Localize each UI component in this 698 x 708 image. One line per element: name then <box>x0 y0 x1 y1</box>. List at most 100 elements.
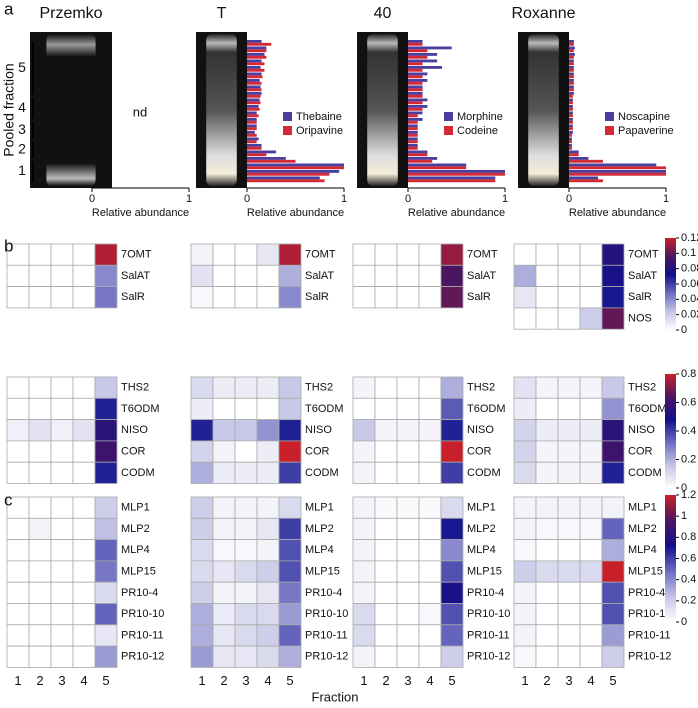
heatmap-cell <box>234 264 258 287</box>
heatmap-cell <box>513 419 537 442</box>
bar <box>408 114 418 118</box>
bar <box>569 107 573 111</box>
heatmap-cell <box>72 419 96 442</box>
column-label: 4 <box>426 673 433 688</box>
row-label: SalR <box>467 291 491 303</box>
row-label: MLP2 <box>628 523 657 535</box>
row-label: MLP15 <box>467 565 502 577</box>
bar <box>569 88 574 92</box>
legend-swatch <box>444 112 453 121</box>
heatmap-cell <box>557 440 581 463</box>
bar <box>408 55 428 59</box>
heatmap-cell <box>374 624 398 647</box>
heatmap-cell <box>418 517 442 540</box>
row-label: MLP4 <box>121 544 150 556</box>
bar <box>569 146 572 150</box>
heatmap-cell <box>557 496 581 519</box>
row-label: MLP4 <box>467 544 496 556</box>
row-label: MLP4 <box>305 544 334 556</box>
heatmap-cell <box>50 517 74 540</box>
colorbar <box>665 238 676 330</box>
heatmap-cell <box>72 461 96 484</box>
bar <box>408 170 505 173</box>
heatmap-cell <box>190 560 214 583</box>
row-label: MLP2 <box>121 523 150 535</box>
heatmap-cell <box>352 581 376 604</box>
chart-title: Roxanne <box>511 5 575 22</box>
heatmap-cell <box>374 264 398 287</box>
heatmap-cell <box>374 376 398 399</box>
heatmap-cell <box>50 624 74 647</box>
colorbar-tick-label: 0.8 <box>681 531 696 543</box>
bar <box>569 127 573 131</box>
heatmap-cell <box>352 517 376 540</box>
heatmap-cell <box>28 461 52 484</box>
row-label: SalAT <box>467 270 496 282</box>
heatmap-cell <box>352 286 376 309</box>
heatmap-cell <box>557 624 581 647</box>
heatmap-cell <box>212 440 236 463</box>
heatmap-cell <box>396 517 420 540</box>
bar <box>569 153 579 157</box>
heatmap-cell <box>535 560 559 583</box>
bar <box>569 118 573 121</box>
heatmap-cell <box>513 461 537 484</box>
bar <box>247 120 257 124</box>
heatmap-cell <box>72 440 96 463</box>
heatmap-cell <box>256 419 280 442</box>
heatmap-cell <box>28 624 52 647</box>
heatmap-cell <box>601 517 625 540</box>
tube-content <box>46 34 96 186</box>
bar <box>569 62 574 66</box>
bar <box>408 66 442 69</box>
chart-title: T <box>217 5 227 22</box>
heatmap-cell <box>28 264 52 287</box>
heatmap-cell <box>234 397 258 420</box>
bar <box>408 140 418 144</box>
heatmap-cell <box>352 461 376 484</box>
bar <box>408 79 428 82</box>
bar <box>569 49 574 53</box>
row-label: PR10-10 <box>121 608 164 620</box>
column-label: 3 <box>58 673 65 688</box>
heatmap-cell <box>278 539 302 562</box>
row-label: T6ODM <box>305 403 344 415</box>
row-label: PR10-12 <box>467 651 510 663</box>
x-tick-label: 1 <box>663 193 669 205</box>
heatmap-cell <box>256 603 280 626</box>
heatmap-cell <box>256 517 280 540</box>
row-label: CODM <box>121 467 155 479</box>
x-tick-label: 0 <box>89 193 95 205</box>
heatmap-cell <box>234 560 258 583</box>
heatmap-cell <box>535 581 559 604</box>
heatmap-cell <box>256 560 280 583</box>
heatmap-cell <box>557 376 581 399</box>
legend-label: Oripavine <box>296 125 343 137</box>
heatmap-cell <box>374 440 398 463</box>
heatmap-cell <box>396 581 420 604</box>
tube-content <box>528 34 559 186</box>
bar <box>408 153 428 157</box>
heatmap-cell <box>557 397 581 420</box>
x-axis-label: Relative abundance <box>569 207 666 219</box>
colorbar-tick-label: 1.2 <box>681 489 696 501</box>
heatmap-cell <box>557 307 581 330</box>
bar <box>247 79 260 82</box>
bar <box>247 98 260 102</box>
bar <box>247 66 261 69</box>
heatmap-cell <box>6 517 30 540</box>
heatmap-cell <box>579 539 603 562</box>
bar <box>569 114 573 118</box>
heatmap-cell <box>6 440 30 463</box>
row-label: PR10-10 <box>467 608 510 620</box>
colorbar-tick-label: 0.08 <box>681 263 698 275</box>
row-label: SalR <box>628 291 652 303</box>
heatmap-cell <box>256 397 280 420</box>
heatmap-cell <box>28 560 52 583</box>
column-label: 4 <box>80 673 87 688</box>
heatmap-cell <box>418 560 442 583</box>
heatmap-cell <box>234 286 258 309</box>
x-tick-label: 1 <box>186 193 192 205</box>
heatmap-cell <box>94 539 118 562</box>
bar <box>408 111 423 115</box>
